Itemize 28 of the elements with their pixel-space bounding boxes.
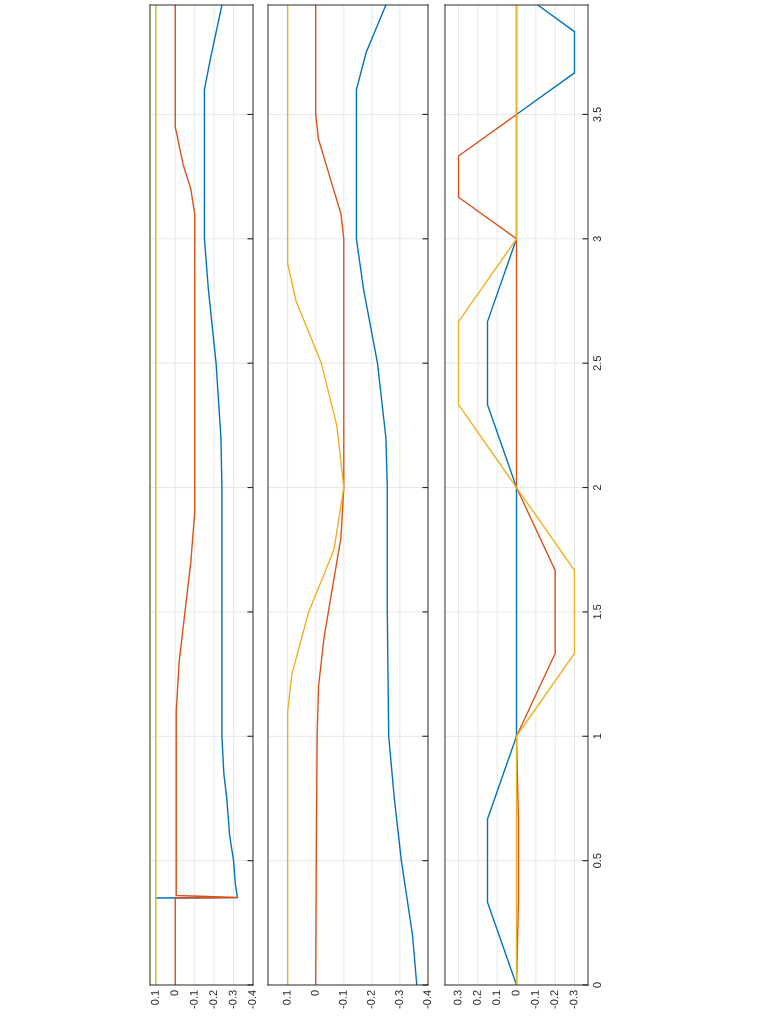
x-tick-label: 0.3: [453, 990, 462, 1005]
x-tick-label: -0.2: [209, 990, 218, 1009]
x-tick-label: 0: [170, 990, 179, 996]
x-tick-label: 0: [310, 990, 319, 996]
x-tick-label: 0.2: [472, 990, 481, 1005]
y-tick-label: 1.5: [593, 604, 602, 619]
x-tick-label: -0.3: [395, 990, 403, 1009]
y-tick-label: 1: [593, 733, 601, 739]
y-tick-label: 2.5: [593, 355, 602, 371]
y-tick-label: 0: [593, 982, 602, 988]
x-tick-label: 0: [511, 990, 520, 996]
x-tick-label: -0.1: [189, 990, 198, 1009]
x-tick-label: -0.4: [423, 990, 431, 1009]
x-tick-label: -0.2: [366, 990, 375, 1009]
y-tick-label: 0.5: [593, 853, 602, 868]
y-tick-label: 3: [593, 236, 602, 242]
x-tick-label: -0.1: [530, 990, 539, 1009]
x-tick-label: 0.1: [492, 990, 501, 1005]
x-tick-label: -0.4: [248, 990, 256, 1009]
x-tick-label: -0.3: [228, 990, 237, 1009]
x-tick-label: 0.1: [150, 990, 159, 1005]
line-series: [457, 5, 576, 985]
y-tick-label: 3.5: [593, 107, 602, 122]
y-tick-label: 2: [593, 485, 601, 491]
x-tick-label: -0.3: [569, 990, 578, 1009]
x-tick-label: 0.1: [282, 990, 291, 1005]
x-tick-label: -0.1: [338, 990, 347, 1009]
x-tick-label: -0.2: [550, 990, 559, 1009]
